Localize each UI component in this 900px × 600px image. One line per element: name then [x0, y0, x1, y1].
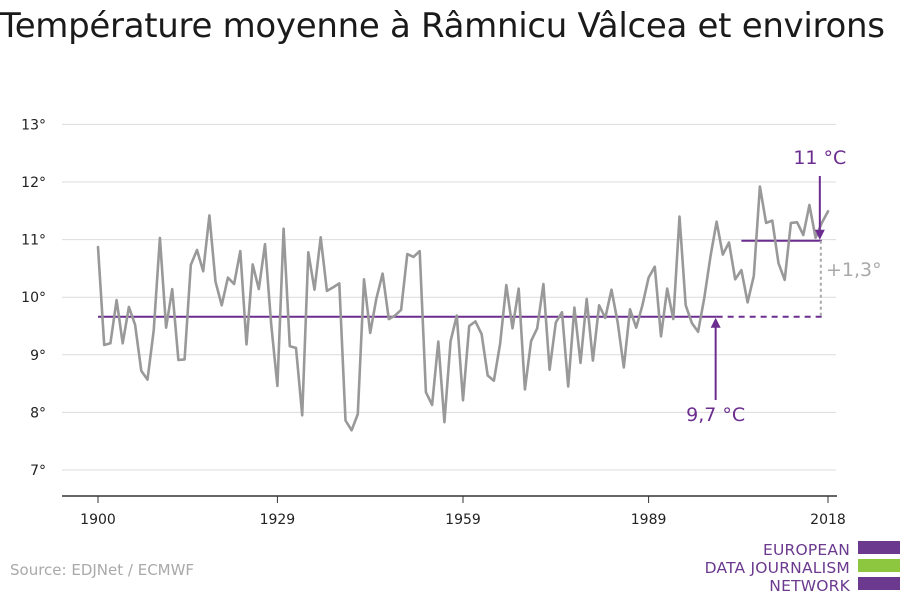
y-tick-label-12: 12° [21, 175, 46, 191]
logo-line-2: DATA JOURNALISM [704, 559, 850, 577]
x-tick-label-1959: 1959 [445, 512, 481, 528]
annotations: 11 °C 9,7 °C +1,3° [686, 147, 882, 426]
series-line-0 [96, 185, 830, 432]
annotation-label-baseline-mean: 9,7 °C [686, 404, 745, 426]
logo-bar-green [858, 559, 900, 572]
x-tick-label-1900: 1900 [80, 512, 116, 528]
logo-line-1: EUROPEAN [762, 541, 850, 559]
y-axis-tick-labels: 7° 8° 9° 10° 11° 12° 13° [21, 117, 46, 479]
x-axis-tick-labels: 1900 1929 1959 1989 2018 [80, 512, 846, 528]
x-tick-label-1989: 1989 [631, 512, 667, 528]
y-tick-label-10: 10° [21, 290, 46, 306]
annotation-arrowhead-baseline-mean [710, 317, 721, 328]
y-tick-label-13: 13° [21, 117, 46, 133]
reference-lines [98, 239, 822, 318]
logo-bar-purple-top [858, 541, 900, 554]
x-tick-label-2018: 2018 [810, 512, 846, 528]
source-note: Source: EDJNet / ECMWF [10, 561, 195, 579]
annotation-label-difference: +1,3° [826, 259, 882, 281]
chart-title: Température moyenne à Râmnicu Vâlcea et … [0, 6, 885, 46]
logo-bar-purple-bottom [858, 577, 900, 590]
x-axis [62, 495, 837, 503]
y-tick-label-11: 11° [21, 233, 46, 249]
edjnet-logo: EUROPEAN DATA JOURNALISM NETWORK [705, 538, 900, 598]
series-lines [96, 185, 830, 432]
y-tick-label-8: 8° [30, 405, 46, 421]
annotation-label-recent-mean: 11 °C [793, 147, 846, 169]
y-tick-label-9: 9° [30, 348, 46, 364]
x-tick-label-1929: 1929 [260, 512, 296, 528]
logo-line-3: NETWORK [769, 577, 850, 595]
y-tick-label-7: 7° [30, 463, 46, 479]
annotation-arrowhead-recent-mean [814, 229, 825, 240]
